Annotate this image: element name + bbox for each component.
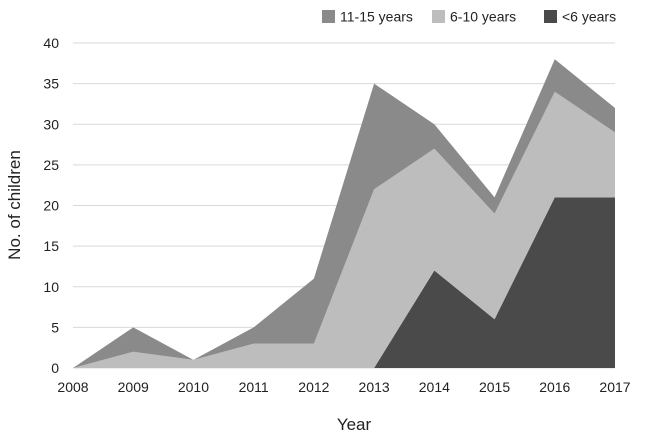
legend: 11-15 years 6-10 years <6 years bbox=[322, 9, 616, 25]
y-tick-label: 5 bbox=[51, 319, 59, 335]
legend-swatch-11-15-years bbox=[322, 10, 335, 23]
y-tick-label: 0 bbox=[51, 360, 59, 376]
area-layer bbox=[73, 59, 615, 368]
area-series-11-15-years bbox=[73, 59, 615, 368]
y-tick-label: 30 bbox=[43, 116, 59, 132]
axis-layer: 0 5 10 15 20 25 30 35 40 2008 2009 2010 2011 2012 2013… bbox=[43, 35, 630, 395]
y-tick-label: 15 bbox=[43, 238, 59, 254]
y-tick-label: 35 bbox=[43, 76, 59, 92]
y-tick-label: 10 bbox=[43, 279, 59, 295]
x-tick-label: 2011 bbox=[239, 379, 269, 395]
legend-swatch-under-6-years bbox=[544, 10, 557, 23]
legend-label-11-15-years: 11-15 years bbox=[340, 9, 413, 25]
x-tick-label: 2016 bbox=[539, 379, 570, 395]
y-tick-label: 25 bbox=[43, 157, 59, 173]
x-tick-label: 2015 bbox=[479, 379, 510, 395]
legend-label-under-6-years: <6 years bbox=[562, 9, 616, 25]
y-tick-label: 40 bbox=[43, 35, 59, 51]
x-tick-label: 2010 bbox=[178, 379, 209, 395]
legend-swatch-6-10-years bbox=[432, 10, 445, 23]
x-tick-label: 2013 bbox=[359, 379, 390, 395]
x-tick-label: 2014 bbox=[419, 379, 450, 395]
area-series-under-6-years bbox=[73, 197, 615, 368]
x-tick-label: 2008 bbox=[57, 379, 88, 395]
x-tick-label: 2009 bbox=[118, 379, 149, 395]
legend-label-6-10-years: 6-10 years bbox=[450, 9, 516, 25]
y-axis-title: No. of children bbox=[5, 150, 24, 260]
x-tick-label: 2012 bbox=[298, 379, 329, 395]
x-axis-title: Year bbox=[337, 415, 372, 434]
area-series-6-10-years bbox=[73, 91, 615, 368]
y-tick-label: 20 bbox=[43, 198, 59, 214]
x-tick-label: 2017 bbox=[599, 379, 630, 395]
